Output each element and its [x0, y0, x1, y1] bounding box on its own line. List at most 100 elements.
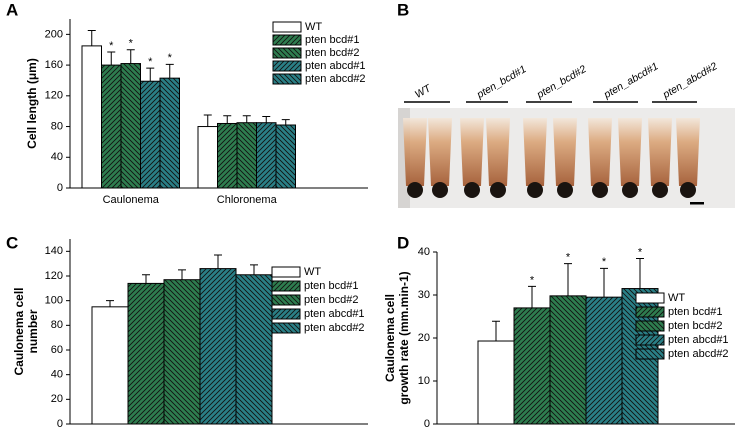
- bar: [127, 282, 165, 425]
- legend-swatch: [272, 73, 302, 85]
- image-label: WT: [413, 82, 435, 101]
- bar: [140, 80, 161, 189]
- legend-label: pten bcd#2: [668, 320, 722, 332]
- significance-mark: *: [638, 246, 643, 258]
- legend-label: pten abcd#2: [305, 73, 366, 85]
- error-bar: [107, 51, 116, 66]
- legend-label: WT: [668, 292, 685, 304]
- error-bar: [528, 285, 536, 308]
- moss-colony: [588, 118, 612, 186]
- protonema-ball: [432, 182, 448, 198]
- y-tick-label: 30: [418, 289, 430, 301]
- moss-colony: [648, 118, 672, 186]
- protonema-ball: [622, 182, 638, 198]
- y-tick-label: 60: [51, 344, 63, 356]
- error-bar: [223, 115, 232, 124]
- moss-colony: [460, 118, 484, 186]
- bar: [163, 279, 201, 425]
- error-bar: [600, 267, 608, 298]
- y-tick-label: 80: [51, 319, 63, 331]
- bar: [217, 122, 238, 189]
- y-tick-label: 20: [51, 393, 63, 405]
- protonema-ball: [680, 182, 696, 198]
- bar: [197, 126, 218, 189]
- error-bar: [262, 116, 271, 123]
- moss-colony: [486, 118, 510, 186]
- error-bar: [281, 119, 290, 126]
- legend-swatch: [272, 47, 302, 59]
- image-label: pten_bcd#1: [474, 63, 528, 101]
- error-bar: [146, 67, 155, 82]
- bar: [256, 122, 277, 189]
- error-bar: [126, 49, 135, 64]
- bar: [585, 296, 623, 425]
- moss-colony: [618, 118, 642, 186]
- legend-swatch: [635, 320, 665, 332]
- legend-label: pten bcd#1: [305, 34, 359, 46]
- legend-label: pten bcd#2: [304, 294, 358, 306]
- legend-swatch: [271, 266, 301, 278]
- moss-colony: [403, 118, 427, 186]
- y-tick-label: 80: [51, 120, 63, 132]
- y-tick-label: 20: [418, 332, 430, 344]
- legend-label: pten abcd#1: [305, 60, 366, 72]
- error-bar: [203, 114, 212, 127]
- legend-swatch: [272, 21, 302, 33]
- panel-letter: D: [397, 233, 409, 252]
- legend-label: WT: [304, 266, 321, 278]
- error-bar: [242, 115, 251, 123]
- significance-mark: *: [602, 256, 607, 268]
- moss-colony: [676, 118, 700, 186]
- y-tick-label: 200: [45, 28, 63, 40]
- legend-label: pten abcd#2: [304, 322, 365, 334]
- error-bar: [142, 274, 150, 284]
- legend-label: pten bcd#2: [305, 47, 359, 59]
- y-tick-label: 160: [45, 59, 63, 71]
- panel-letter: B: [397, 0, 409, 19]
- significance-mark: *: [530, 274, 535, 286]
- protonema-ball: [464, 182, 480, 198]
- y-axis-label: Cell length (μm): [25, 58, 39, 149]
- legend-label: pten abcd#1: [304, 308, 365, 320]
- significance-mark: *: [148, 56, 153, 68]
- y-tick-label: 100: [45, 295, 63, 307]
- protonema-ball: [557, 182, 573, 198]
- moss-colony: [428, 118, 452, 186]
- bar: [159, 77, 180, 189]
- legend-swatch: [271, 280, 301, 292]
- error-bar: [178, 269, 186, 280]
- bar: [101, 64, 122, 189]
- legend-swatch: [272, 34, 302, 46]
- y-axis-label: Caulonema cell: [12, 287, 26, 375]
- bar: [91, 306, 129, 425]
- panel-letter: A: [6, 0, 18, 19]
- image-label: pten_bcd#2: [534, 63, 589, 101]
- photo: [398, 108, 735, 208]
- bar: [275, 124, 296, 189]
- significance-mark: *: [566, 252, 571, 264]
- error-bar: [165, 63, 174, 79]
- y-axis-label: number: [26, 309, 40, 353]
- significance-mark: *: [168, 52, 173, 64]
- y-tick-label: 120: [45, 270, 63, 282]
- y-tick-label: 40: [51, 151, 63, 163]
- legend-label: pten bcd#1: [304, 280, 358, 292]
- legend-swatch: [635, 292, 665, 304]
- significance-mark: *: [129, 38, 134, 50]
- moss-colony: [553, 118, 577, 186]
- y-tick-label: 0: [424, 418, 430, 430]
- bar: [199, 268, 237, 425]
- image-label: pten_abcd#2: [660, 60, 720, 101]
- bar: [513, 307, 551, 425]
- protonema-ball: [592, 182, 608, 198]
- y-axis-label: Caulonema cell: [383, 294, 397, 382]
- y-axis-label: growth rate (mm.min-1): [397, 271, 411, 404]
- y-tick-label: 0: [57, 418, 63, 430]
- protonema-ball: [527, 182, 543, 198]
- bar: [120, 63, 141, 189]
- error-bar: [106, 300, 114, 307]
- protonema-ball: [652, 182, 668, 198]
- scale-bar: [690, 202, 704, 205]
- legend-swatch: [272, 60, 302, 72]
